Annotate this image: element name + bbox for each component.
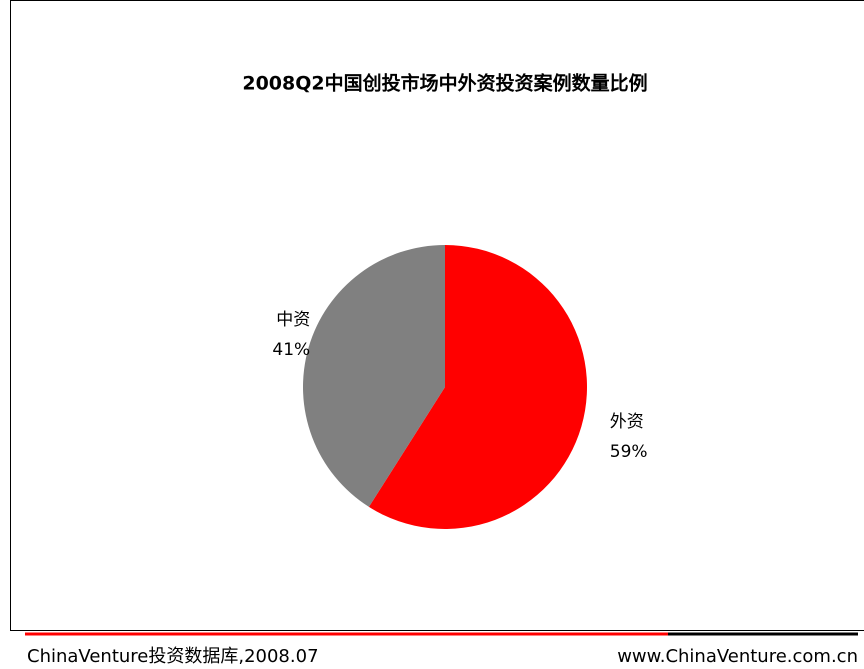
source-right: www.ChinaVenture.com.cn (617, 646, 858, 667)
slice-label: 外资 (610, 412, 644, 432)
source-left: ChinaVenture投资数据库,2008.07 (27, 646, 319, 667)
pie-slice (368, 245, 587, 529)
slice-label: 中资 (276, 310, 310, 330)
slice-value-label: 59% (610, 442, 648, 462)
pie-slice (303, 245, 445, 507)
slice-value-label: 41% (272, 340, 310, 360)
chart-title: 2008Q2中国创投市场中外资投资案例数量比例 (242, 72, 647, 95)
